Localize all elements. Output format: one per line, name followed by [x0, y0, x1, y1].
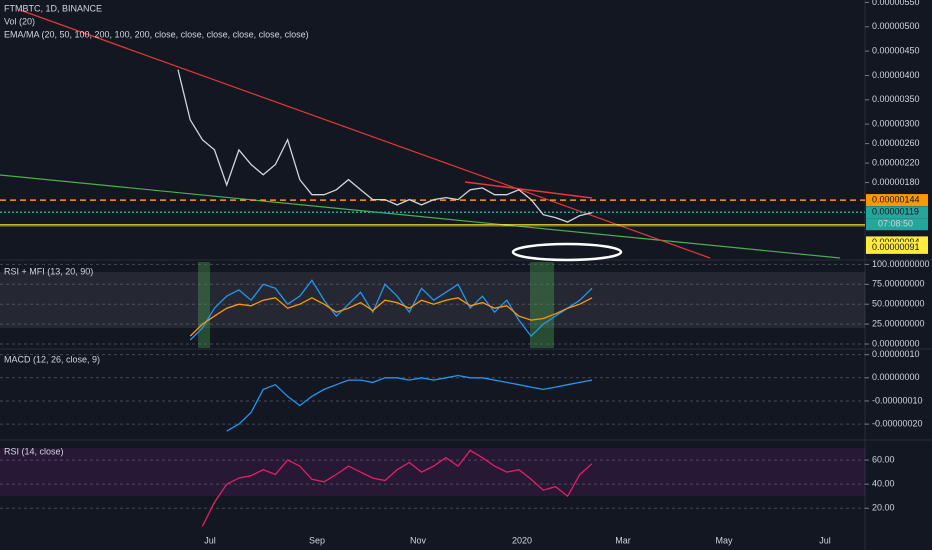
- pane-title: MACD (12, 26, close, 9): [4, 354, 100, 364]
- x-tick-label: 2020: [512, 535, 532, 545]
- y-tick-label: 0.00000400: [872, 70, 920, 80]
- countdown: 07:08:50: [878, 219, 913, 229]
- price-label-box: [866, 206, 928, 219]
- series-line: [201, 449, 593, 527]
- pane-title: RSI (14, close): [4, 446, 64, 456]
- rsi-band: [0, 448, 865, 496]
- y-tick-label: 50.00000000: [872, 299, 925, 309]
- y-tick-label: 25.00000000: [872, 318, 925, 328]
- trend-line: [464, 181, 593, 199]
- price-label: 0.00000119: [872, 207, 919, 217]
- y-tick-label: -0.00000020: [872, 418, 923, 428]
- y-tick-label: -0.00000010: [872, 395, 923, 405]
- countdown-box: [866, 218, 928, 231]
- trend-line: [0, 174, 841, 259]
- rsi-band: [0, 272, 865, 328]
- y-tick-label: 20.00: [872, 503, 895, 513]
- y-tick-label: 0.00000350: [872, 94, 920, 104]
- y-tick-label: 40.00: [872, 479, 895, 489]
- x-tick-label: Jul: [819, 535, 831, 545]
- series-line: [189, 279, 593, 341]
- y-tick-label: 0.00000220: [872, 157, 920, 167]
- highlight: [198, 262, 210, 348]
- y-tick-label: 0.00000450: [872, 45, 920, 55]
- y-tick-label: 0.00000260: [872, 138, 920, 148]
- y-tick-label: 0.00000500: [872, 21, 920, 31]
- y-tick-label: 0.00000010: [872, 349, 920, 359]
- x-tick-label: Jul: [204, 535, 216, 545]
- indicator-label: Vol (20): [4, 16, 35, 26]
- highlight: [530, 262, 554, 348]
- symbol-title: FTMBTC, 1D, BINANCE: [4, 3, 102, 13]
- x-tick-label: Nov: [410, 535, 427, 545]
- y-tick-label: 60.00: [872, 454, 895, 464]
- price-label: 0.00000144: [872, 194, 920, 204]
- trend-line: [19, 9, 711, 259]
- x-tick-label: May: [715, 535, 733, 545]
- price-label-box: [866, 241, 928, 254]
- pane-title: RSI + MFI (13, 20, 90): [4, 266, 93, 276]
- y-tick-label: 0.00000000: [872, 338, 920, 348]
- price-label-box: [866, 194, 928, 207]
- x-tick-label: Sep: [309, 535, 325, 545]
- y-tick-label: 0.00000180: [872, 177, 920, 187]
- y-tick-label: 0.00000300: [872, 119, 920, 129]
- series-line: [189, 297, 593, 337]
- x-tick-label: Mar: [615, 535, 631, 545]
- y-tick-label: 0.00000000: [872, 372, 920, 382]
- price-label: 0.00000094: [872, 237, 920, 247]
- annotation-ellipse: [511, 242, 623, 262]
- y-tick-label: 0.00000550: [872, 0, 920, 7]
- series-line: [226, 374, 593, 432]
- price-label: 0.00000091: [872, 242, 920, 252]
- y-tick-label: 75.00000000: [872, 279, 925, 289]
- y-tick-label: 100.00000000: [872, 259, 930, 269]
- indicator-label: EMA/MA (20, 50, 100, 200, 100, 200, clos…: [4, 29, 309, 39]
- series-line: [177, 69, 593, 223]
